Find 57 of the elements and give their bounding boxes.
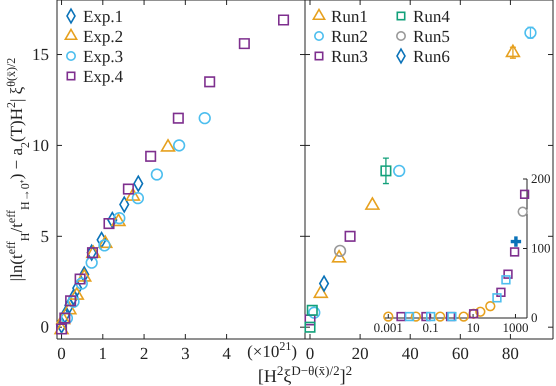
- point: [172, 112, 184, 124]
- point: [344, 230, 356, 242]
- legend-label: Run6: [413, 47, 450, 66]
- legend-label: Run3: [331, 47, 368, 66]
- point: [393, 164, 406, 178]
- x-tick-label: 0: [57, 344, 66, 364]
- point: [145, 150, 156, 162]
- y-tick-label: 0: [531, 310, 538, 326]
- legend-label: Exp.1: [83, 7, 124, 26]
- point: [67, 296, 80, 308]
- point: [278, 14, 290, 26]
- x-tick-label: 0.1: [422, 320, 439, 336]
- point: [204, 76, 216, 88]
- legend-label: Exp.4: [83, 67, 124, 86]
- x-tick-label: 20: [352, 344, 369, 364]
- point: [86, 256, 98, 269]
- x-tick-label: 60: [452, 344, 469, 364]
- y-tick-label: 15: [32, 44, 49, 64]
- y-tick-label: 10: [32, 136, 49, 155]
- point: [60, 312, 74, 324]
- point: [74, 273, 86, 285]
- x-tick-label: 0.001: [374, 320, 403, 336]
- x-tick-label: 80: [502, 344, 519, 364]
- point: [65, 295, 76, 306]
- point: [306, 304, 318, 316]
- x-tick-label: 3: [181, 344, 190, 364]
- point: [334, 244, 346, 257]
- y-tick-label: 100: [531, 240, 550, 256]
- legend-label: Exp.2: [83, 27, 124, 46]
- point: [76, 277, 88, 290]
- legend-label: Exp.3: [83, 47, 124, 66]
- point: [172, 139, 186, 152]
- legend-label: Run5: [413, 27, 450, 46]
- x-tick-label: 1: [98, 344, 108, 364]
- legend-label: Run2: [331, 27, 368, 46]
- point: [150, 168, 164, 181]
- point: [98, 239, 111, 252]
- x-tick-label: 40: [402, 344, 419, 364]
- x-tick-label: 10: [466, 320, 480, 336]
- point: [198, 112, 211, 124]
- legend-label: Run4: [413, 7, 450, 26]
- y-tick-label: 5: [40, 226, 49, 246]
- x-tick-label: 0: [306, 344, 314, 364]
- x-axis-title: [H$^{2}$ξ$^{D−θ(x̄)/2}$]$^{2}$: [258, 362, 352, 386]
- point: [304, 322, 316, 333]
- point: [132, 192, 144, 204]
- legend-label: Run1: [331, 7, 368, 26]
- x-tick-label: 1000: [502, 320, 528, 336]
- point: [308, 306, 320, 319]
- point: [103, 218, 115, 230]
- y-tick-label: 200: [531, 171, 550, 186]
- annotation: (×10$^{21}$): [247, 339, 297, 361]
- point: [524, 26, 537, 39]
- point: [238, 38, 250, 50]
- x-tick-label: 2: [140, 344, 148, 364]
- point: [380, 165, 392, 176]
- x-tick-label: 4: [222, 344, 232, 364]
